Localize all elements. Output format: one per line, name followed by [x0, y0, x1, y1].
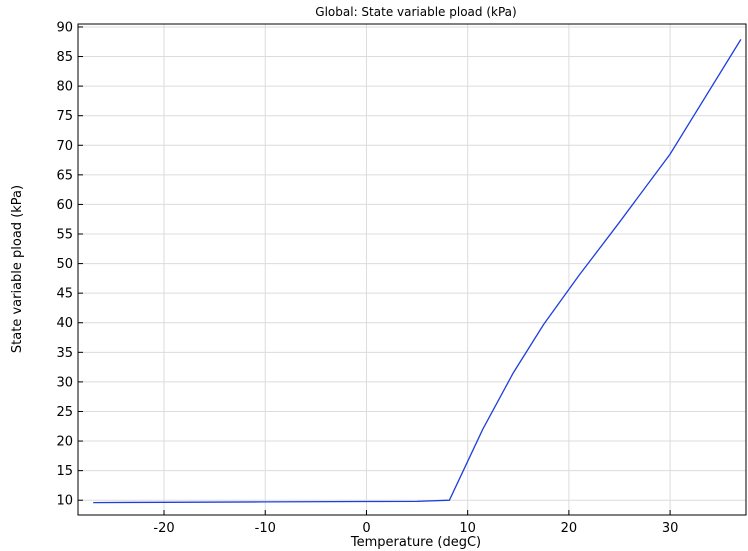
y-tick-label: 40 — [56, 316, 73, 331]
x-axis-ticks: -20 -10 0 10 20 30 — [153, 510, 678, 536]
x-tick-label: -10 — [255, 521, 276, 536]
y-tick-label: 55 — [56, 228, 73, 243]
y-axis-title: State variable pload (kPa) — [10, 185, 25, 353]
y-tick-label: 65 — [56, 168, 73, 183]
y-tick-label: 35 — [56, 346, 73, 361]
y-tick-label: 30 — [56, 375, 73, 390]
x-tick-label: 20 — [561, 521, 578, 536]
chart-title: Global: State variable pload (kPa) — [315, 5, 516, 19]
y-axis-ticks: 10 15 20 25 30 35 40 45 50 55 60 65 70 75 80 85 90 — [56, 20, 83, 509]
y-tick-label: 60 — [56, 198, 73, 213]
x-tick-label: -20 — [153, 521, 174, 536]
plot-frame — [77, 23, 747, 516]
y-tick-label: 25 — [56, 405, 73, 420]
y-tick-label: 45 — [56, 287, 73, 302]
y-tick-label: 70 — [56, 139, 73, 154]
y-tick-label: 50 — [56, 257, 73, 272]
grid-lines — [78, 24, 746, 515]
y-tick-label: 90 — [56, 20, 73, 35]
series-line — [93, 39, 742, 504]
x-tick-label: 30 — [662, 521, 679, 536]
y-tick-label: 80 — [56, 80, 73, 95]
y-tick-label: 20 — [56, 435, 73, 450]
series-group — [93, 39, 742, 504]
y-tick-label: 15 — [56, 464, 73, 479]
y-tick-label: 75 — [56, 109, 73, 124]
x-tick-label: 0 — [362, 521, 370, 536]
x-tick-label: 10 — [459, 521, 476, 536]
x-axis-title: Temperature (degC) — [350, 535, 481, 550]
y-tick-label: 85 — [56, 50, 73, 65]
y-tick-label: 10 — [56, 494, 73, 509]
